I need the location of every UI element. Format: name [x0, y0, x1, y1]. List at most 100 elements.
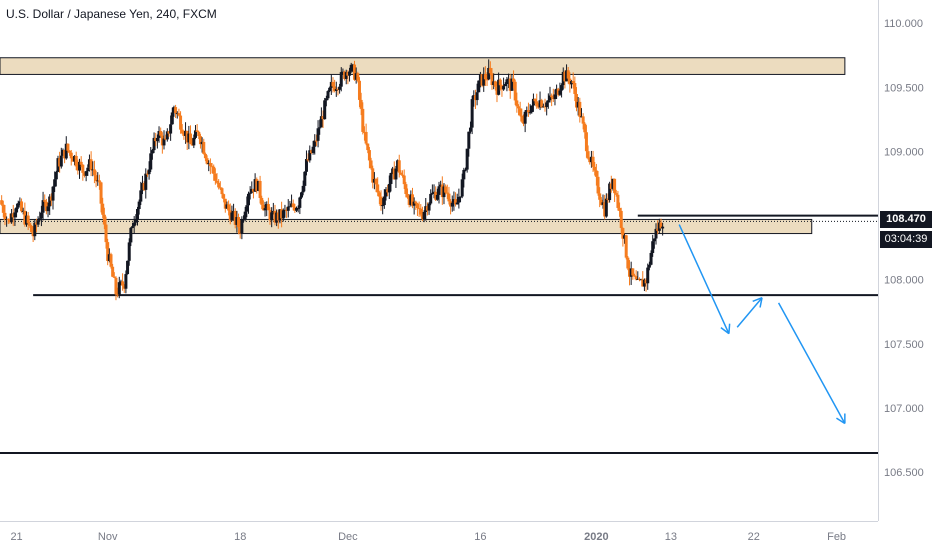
candle-body: [520, 115, 524, 122]
candle-body: [440, 184, 444, 198]
candle-body: [455, 202, 459, 205]
candle-body: [205, 158, 209, 164]
candle-body: [450, 202, 454, 207]
candle-body: [240, 219, 244, 234]
candle-body: [250, 188, 254, 193]
candle-body: [571, 81, 575, 84]
candle-body: [651, 241, 655, 253]
candle-body: [298, 197, 302, 208]
candle-body: [278, 209, 282, 221]
candle-body: [430, 192, 434, 194]
candle-body: [498, 79, 502, 86]
candle-body: [68, 150, 72, 153]
candle-body: [533, 98, 537, 102]
candle-body: [623, 235, 627, 239]
candle-body: [124, 274, 128, 289]
candle-body: [396, 160, 400, 169]
candle-body: [604, 198, 608, 217]
candle-body: [591, 156, 595, 167]
candle-body: [102, 214, 106, 225]
candle-body: [5, 219, 9, 221]
candle-body: [3, 212, 7, 220]
candle-body: [6, 219, 10, 221]
candle-body: [208, 163, 212, 167]
candle-body: [429, 193, 433, 204]
candle-body: [588, 158, 592, 163]
candle-body: [657, 222, 661, 231]
candle-body: [351, 64, 355, 66]
candle-body: [149, 153, 153, 170]
candle-body: [74, 155, 78, 167]
candle-body: [546, 100, 550, 103]
candle-body: [449, 201, 453, 207]
candle-body: [195, 130, 199, 132]
candle-body: [566, 70, 570, 79]
candle-body: [654, 228, 658, 239]
candle-body: [99, 182, 103, 204]
candle-body: [318, 127, 322, 129]
candle-body: [0, 200, 4, 205]
candle-body: [117, 282, 121, 295]
candle-body: [631, 268, 635, 276]
candle-body: [513, 81, 517, 101]
candle-body: [140, 183, 144, 191]
candle-body: [530, 105, 534, 113]
candle-body: [306, 159, 310, 161]
candle-body: [8, 219, 12, 223]
candle-body: [465, 148, 469, 170]
candle-body: [523, 111, 527, 124]
candle-body: [10, 213, 14, 223]
candle-body: [101, 203, 105, 215]
candle-body: [301, 185, 305, 193]
candle-body: [536, 106, 540, 108]
candle-body: [280, 209, 284, 219]
candle-body: [66, 143, 70, 151]
candle-body: [387, 183, 391, 193]
candle-body: [637, 278, 641, 280]
candle-body: [174, 107, 178, 114]
candle-body: [48, 196, 52, 207]
candle-body: [599, 199, 603, 205]
candle-body: [548, 95, 552, 101]
candle-body: [473, 95, 477, 101]
price-tick-label: 107.000: [884, 403, 924, 415]
time-axis[interactable]: 21 Nov 18 Dec 16 2020 13 22 Feb: [10, 531, 846, 543]
candle-body: [568, 78, 572, 85]
candle-body: [275, 212, 279, 223]
candle-body: [488, 67, 492, 74]
candle-body: [409, 194, 413, 205]
candle-body: [167, 131, 171, 134]
candle-body: [46, 206, 50, 212]
candle-body: [177, 113, 181, 116]
candle-body: [512, 78, 516, 82]
candle-body: [329, 81, 333, 88]
candle-body: [321, 116, 325, 120]
candle-body: [319, 116, 323, 128]
candle-body: [331, 81, 335, 87]
candle-body: [495, 86, 499, 95]
candle-body: [233, 210, 237, 225]
candle-body: [59, 155, 63, 167]
forecast-arrow: [678, 224, 730, 334]
candle-body: [175, 113, 179, 115]
candle-body: [111, 266, 115, 277]
candle-body: [54, 171, 58, 180]
time-tick-label: 16: [474, 531, 486, 543]
candle-body: [256, 180, 260, 191]
candle-body: [137, 201, 141, 209]
forecast-arrow: [736, 297, 763, 328]
candle-body: [104, 224, 108, 243]
candle-body: [603, 202, 607, 217]
price-axis[interactable]: 110.000109.500109.000108.500108.000107.5…: [884, 18, 924, 479]
candle-body: [152, 137, 156, 151]
candle-body: [235, 217, 239, 225]
candle-body: [189, 133, 193, 144]
candle-body: [268, 210, 272, 221]
candle-body: [550, 95, 554, 98]
candle-body: [227, 204, 231, 211]
candle-body: [581, 116, 585, 124]
forecast-arrow-head: [728, 323, 731, 334]
candle-body: [283, 209, 287, 211]
candle-body: [248, 192, 252, 194]
